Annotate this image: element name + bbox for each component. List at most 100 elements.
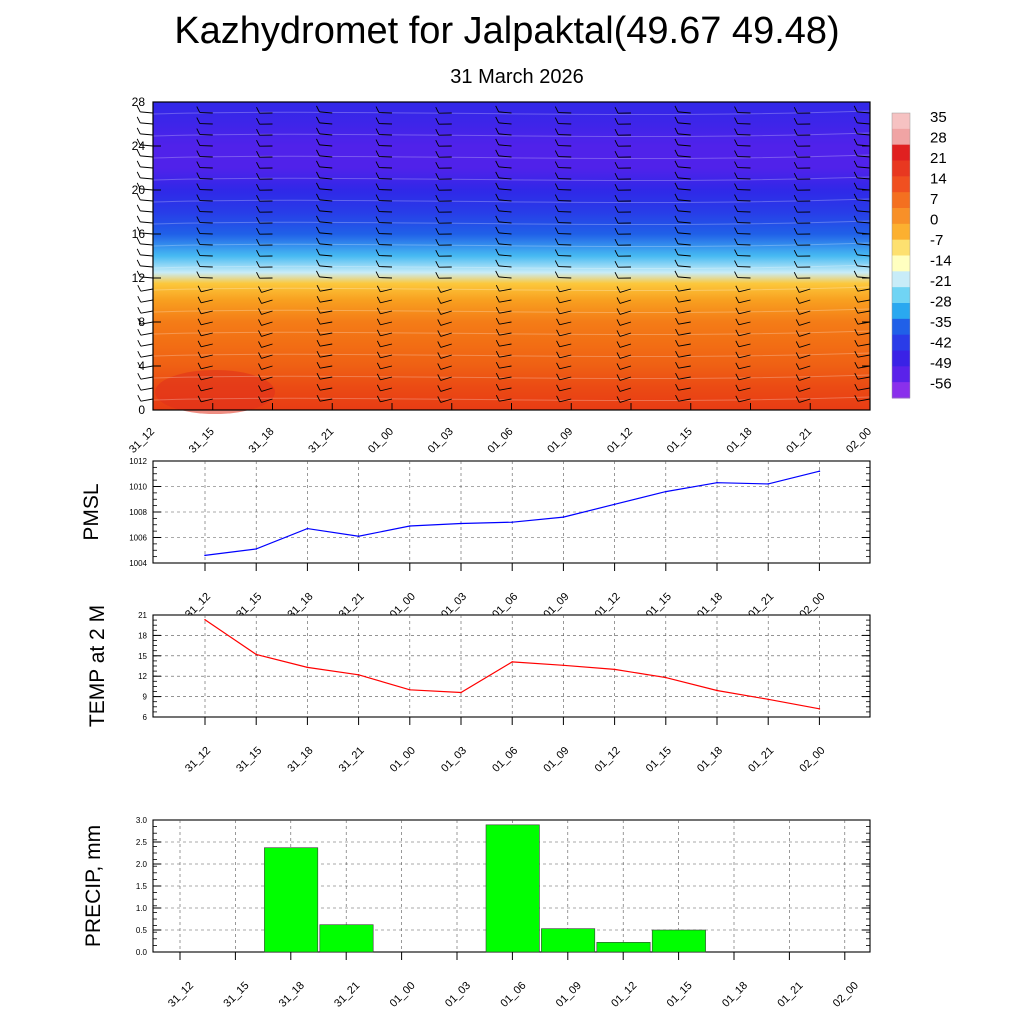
wind-barb [375,194,393,202]
wind-barb [556,395,572,403]
temp-point [204,618,206,621]
wind-barb-feather [316,329,321,336]
wind-barb-shaft [619,387,632,392]
wind-barb-feather [616,308,621,315]
wind-barb-feather [854,318,859,325]
wind-barb-shaft [799,354,811,359]
wind-barb-feather [795,330,800,337]
wind-barb-feather [437,330,442,337]
colorbar-label: 35 [930,109,947,126]
wind-barb [437,297,452,304]
wind-barb-feather [316,116,320,124]
wind-barb-feather [137,351,142,358]
x-tick-label: 01_15 [665,980,695,1010]
wind-barb [196,117,213,125]
wind-barb-feather [136,237,141,245]
wind-barb-feather [376,307,381,315]
wind-barb-feather [316,307,321,314]
wind-barb-feather [554,172,559,179]
wind-barb-shaft [857,177,871,180]
wind-barb-feather [136,127,141,135]
wind-barb [556,318,572,326]
wind-barb [795,396,811,403]
wind-barb [316,362,333,369]
wind-barb [375,271,393,279]
wind-barb-feather [136,160,141,168]
wind-barb [316,204,333,213]
wind-barb [375,139,393,147]
pmsl-point [613,503,616,506]
wind-barb [435,118,452,125]
wind-barb-feather [136,182,141,190]
wind-barb-feather [795,374,800,381]
wind-barb-shaft [619,354,632,359]
x-tick-label: 01_12 [593,745,623,775]
x-tick-label: 01_03 [443,980,473,1010]
wind-barb-feather [495,340,500,347]
wind-barb-shaft [857,133,871,136]
x-tick-label: 31_12 [166,980,196,1010]
wind-barb-shaft [499,321,512,325]
wind-barb-feather [136,248,141,256]
wind-barb-feather [674,226,679,234]
wind-barb [495,318,512,325]
wind-barb-feather [554,117,559,124]
wind-barb [556,373,572,381]
x-tick-label: 01_12 [605,426,635,456]
wind-barb-feather [556,329,560,337]
wind-barb [674,127,691,136]
wind-barb [675,351,691,358]
wind-barb [614,195,632,202]
wind-barb-feather [556,362,560,370]
wind-barb-shaft [261,365,273,370]
wind-barb-feather [674,248,679,256]
x-tick-label: 01_03 [439,745,469,775]
isotherm-line [152,154,871,159]
wind-barb [196,106,213,114]
wind-barb [258,330,273,337]
wind-barb [435,261,452,268]
wind-barb-shaft [498,232,512,235]
wind-barb-feather [674,105,679,113]
wind-barb [435,173,452,180]
y-tick-label: 0.0 [136,948,148,957]
wind-barb-shaft [677,177,691,180]
wind-barb-feather [614,250,619,257]
wind-barb [614,228,632,235]
wind-barb-feather [735,340,740,348]
wind-barb-shaft [499,365,512,369]
wind-barb-feather [375,238,380,245]
wind-barb [495,270,512,279]
wind-barb-shaft [140,398,154,402]
wind-barb [316,395,333,402]
wind-barb-shaft [498,254,512,257]
wind-barb-feather [734,205,738,212]
wind-barb [734,172,751,180]
temp-point [511,661,513,663]
wind-barb [734,139,751,147]
colorbar-swatch [892,113,910,130]
y-tick-label: 1010 [129,483,147,492]
wind-barb-feather [556,351,560,359]
wind-barb [437,363,452,370]
wind-barb [256,140,273,147]
wind-barb-feather [614,184,619,191]
pmsl-point [716,481,718,484]
wind-barb-feather [197,395,202,403]
wind-barb-shaft [319,177,333,180]
colorbar-label: -7 [930,232,943,249]
wind-barb-feather [196,260,201,267]
wind-barb-feather [495,248,500,256]
wind-barb [554,216,572,224]
wind-barb-feather [435,261,440,268]
wind-barb-feather [437,308,442,315]
wind-barb-feather [674,237,679,245]
isotherm-line [152,330,871,335]
wind-barb-shaft [200,387,213,392]
wind-barb-feather [795,396,800,403]
wind-barb [196,150,213,158]
wind-barb-shaft [857,243,871,246]
y-tick-label: 18 [138,631,147,640]
